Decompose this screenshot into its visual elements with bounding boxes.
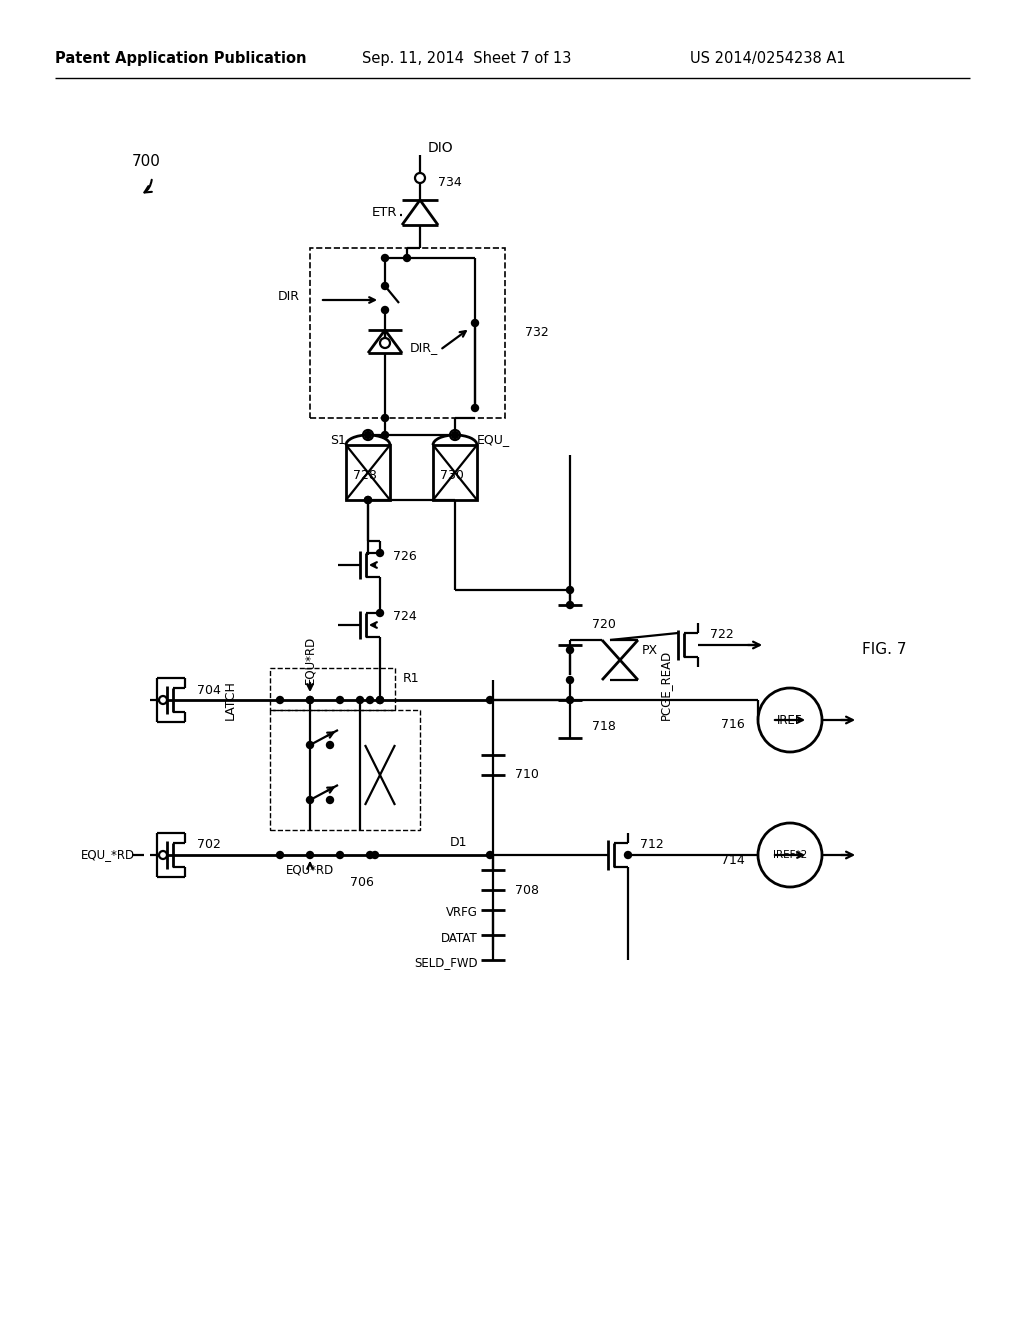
Circle shape [450,430,460,440]
Text: 718: 718 [592,721,615,734]
Circle shape [365,496,372,503]
Circle shape [365,496,372,503]
Text: 706: 706 [350,875,374,888]
Circle shape [566,602,573,609]
Text: PCGE_READ: PCGE_READ [658,649,672,721]
Circle shape [276,851,284,858]
Text: ETR: ETR [372,206,397,219]
Text: DIO: DIO [428,141,454,154]
Text: 728: 728 [353,469,377,482]
Text: 708: 708 [515,883,539,896]
Circle shape [382,282,388,289]
Circle shape [159,696,167,704]
Circle shape [356,697,364,704]
Circle shape [365,432,372,438]
Circle shape [380,338,390,348]
Circle shape [403,255,411,261]
Circle shape [306,796,313,804]
Circle shape [377,549,384,557]
Text: S1: S1 [330,433,346,446]
Text: Sep. 11, 2014  Sheet 7 of 13: Sep. 11, 2014 Sheet 7 of 13 [362,50,571,66]
Bar [346,445,390,500]
Circle shape [159,851,167,859]
Circle shape [566,647,573,653]
Circle shape [486,697,494,704]
Text: 702: 702 [197,838,221,851]
Circle shape [566,586,573,594]
Text: 734: 734 [438,177,462,190]
Text: 710: 710 [515,768,539,781]
Circle shape [372,851,379,858]
Text: 732: 732 [525,326,549,339]
Text: 726: 726 [393,550,417,564]
Text: IREF: IREF [777,714,803,726]
Circle shape [367,851,374,858]
Circle shape [471,319,478,326]
Circle shape [486,851,494,858]
Text: 700: 700 [132,154,161,169]
Text: 714: 714 [721,854,745,866]
Circle shape [327,742,334,748]
Text: EQU*RD: EQU*RD [286,863,334,876]
Text: SELD_FWD: SELD_FWD [415,957,478,969]
Text: PX: PX [642,644,658,656]
Circle shape [377,697,384,704]
Circle shape [382,432,388,438]
Text: IREF*2: IREF*2 [773,850,807,861]
Text: EQU*RD: EQU*RD [303,636,316,684]
Text: Patent Application Publication: Patent Application Publication [55,50,306,66]
Circle shape [625,851,632,858]
Text: EQU_: EQU_ [477,433,510,446]
Circle shape [377,697,384,704]
Circle shape [337,697,343,704]
Text: 712: 712 [640,838,664,851]
Text: DIR: DIR [278,289,300,302]
Text: 720: 720 [592,619,615,631]
Circle shape [382,255,388,261]
Text: LATCH: LATCH [223,680,237,719]
Circle shape [306,697,313,704]
Circle shape [566,697,573,704]
Text: VRFG: VRFG [446,907,478,920]
Text: 722: 722 [710,628,734,642]
Circle shape [471,404,478,412]
Text: FIG. 7: FIG. 7 [862,643,906,657]
Text: 704: 704 [197,684,221,697]
Text: 730: 730 [440,469,464,482]
Text: EQU_*RD: EQU_*RD [81,849,135,862]
Circle shape [415,173,425,183]
Circle shape [382,414,388,421]
Circle shape [382,306,388,314]
Text: DATAT: DATAT [441,932,478,945]
FancyArrowPatch shape [144,180,152,193]
Text: R1: R1 [403,672,420,685]
Bar [270,710,420,830]
Circle shape [276,697,284,704]
Bar [270,668,395,710]
Text: D1: D1 [450,837,468,850]
Circle shape [306,851,313,858]
Text: US 2014/0254238 A1: US 2014/0254238 A1 [690,50,846,66]
Bar [433,445,477,500]
Text: 724: 724 [393,610,417,623]
Circle shape [306,742,313,748]
Circle shape [362,430,373,440]
Circle shape [337,851,343,858]
Circle shape [327,796,334,804]
Circle shape [377,610,384,616]
Circle shape [367,697,374,704]
Text: DIR_: DIR_ [410,342,438,355]
Circle shape [452,432,459,438]
Circle shape [566,676,573,684]
Circle shape [306,697,313,704]
Bar [310,248,505,418]
Text: 716: 716 [721,718,745,731]
